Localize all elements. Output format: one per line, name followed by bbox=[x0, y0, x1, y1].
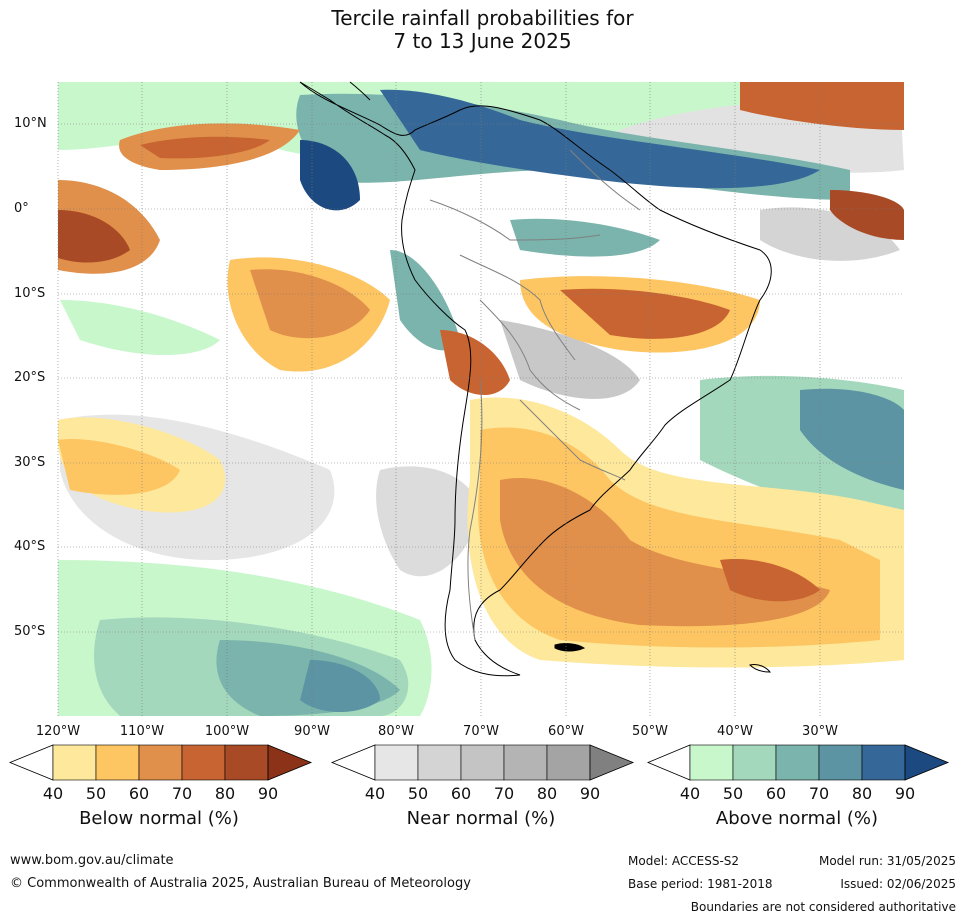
colorbar-tick-label: 70 bbox=[171, 784, 193, 803]
lon-label: 110°W bbox=[119, 724, 165, 739]
near-normal-region bbox=[500, 320, 640, 399]
below-normal-region bbox=[250, 269, 370, 339]
lat-label: 0° bbox=[14, 201, 29, 216]
colorbar-tick-label: 80 bbox=[536, 784, 558, 803]
lat-label: 10°N bbox=[14, 116, 47, 131]
below-normal-region bbox=[440, 330, 510, 395]
coastline bbox=[554, 643, 586, 652]
colorbar-segment bbox=[181, 744, 226, 781]
near-normal-region bbox=[760, 207, 900, 261]
above-normal-region bbox=[300, 660, 380, 712]
colorbar-tick-label: 50 bbox=[407, 784, 429, 803]
colorbar-tick-label: 90 bbox=[579, 784, 601, 803]
footer-model-run: Model run: 31/05/2025 bbox=[818, 854, 956, 868]
colorbar-tick-label: 60 bbox=[450, 784, 472, 803]
lon-label: 60°W bbox=[548, 724, 584, 739]
above-normal-region bbox=[390, 250, 460, 351]
colorbar-segment bbox=[52, 744, 97, 781]
map-title-line-2: 7 to 13 June 2025 bbox=[393, 29, 572, 53]
colorbar-extend-high bbox=[589, 744, 635, 781]
footer-disclaimer: Boundaries are not considered authoritat… bbox=[690, 900, 956, 914]
lat-label: 30°S bbox=[14, 455, 46, 470]
footer-issued: Issued: 02/06/2025 bbox=[840, 877, 956, 891]
colorbar-tick-label: 40 bbox=[679, 784, 701, 803]
colorbar-tick-label: 60 bbox=[128, 784, 150, 803]
below-normal-region bbox=[560, 288, 730, 339]
lat-label: 20°S bbox=[14, 370, 46, 385]
footer-url: www.bom.gov.au/climate bbox=[10, 853, 174, 868]
colorbar-extend-high bbox=[904, 744, 950, 781]
coastline bbox=[349, 81, 371, 101]
colorbar-above-normal bbox=[646, 744, 950, 781]
colorbar-title-above: Above normal (%) bbox=[715, 808, 879, 829]
lon-label: 30°W bbox=[802, 724, 838, 739]
lon-label: 40°W bbox=[717, 724, 753, 739]
map-title-line-1: Tercile rainfall probabilities for bbox=[331, 6, 634, 30]
colorbar-extend-low bbox=[8, 744, 54, 781]
above-normal-region bbox=[510, 218, 660, 257]
lon-label: 70°W bbox=[463, 724, 499, 739]
colorbar-below-normal bbox=[8, 744, 313, 781]
colorbar-tick-label: 40 bbox=[364, 784, 386, 803]
lon-label: 50°W bbox=[632, 724, 668, 739]
colorbar-segment bbox=[689, 744, 734, 781]
lon-label: 90°W bbox=[294, 724, 330, 739]
below-normal-region bbox=[830, 190, 904, 240]
colorbar-tick-label: 80 bbox=[214, 784, 236, 803]
below-normal-region bbox=[720, 559, 820, 602]
above-normal-region bbox=[800, 388, 904, 490]
below-normal-region bbox=[58, 439, 180, 495]
colorbar-segment bbox=[546, 744, 591, 781]
lat-label: 40°S bbox=[14, 539, 46, 554]
colorbar-segment bbox=[732, 744, 777, 781]
colorbar-near-normal bbox=[330, 744, 635, 781]
colorbar-title-below: Below normal (%) bbox=[79, 808, 239, 829]
colorbar-tick-label: 80 bbox=[851, 784, 873, 803]
colorbar-title-near: Near normal (%) bbox=[406, 808, 556, 829]
footer-model: Model: ACCESS-S2 bbox=[628, 854, 740, 868]
colorbar-segment bbox=[374, 744, 419, 781]
colorbar-segment bbox=[818, 744, 863, 781]
colorbar-extend-low bbox=[646, 744, 691, 781]
below-normal-region bbox=[140, 136, 270, 159]
colorbar-segment bbox=[460, 744, 505, 781]
footer-copyright: © Commonwealth of Australia 2025, Austra… bbox=[10, 876, 471, 891]
colorbar-segment bbox=[224, 744, 269, 781]
country-borders bbox=[429, 149, 641, 641]
graticule bbox=[57, 82, 904, 716]
lat-label: 10°S bbox=[14, 286, 46, 301]
colorbar-tick-label: 70 bbox=[493, 784, 515, 803]
coastline bbox=[299, 81, 772, 677]
colorbar-segment bbox=[417, 744, 462, 781]
probability-field bbox=[58, 82, 904, 716]
near-normal-region bbox=[376, 466, 480, 577]
lat-label: 50°S bbox=[14, 624, 46, 639]
colorbar-segment bbox=[95, 744, 140, 781]
lon-label: 100°W bbox=[204, 724, 250, 739]
colorbar-tick-label: 90 bbox=[257, 784, 279, 803]
colorbar-segment bbox=[775, 744, 820, 781]
colorbar-extend-high bbox=[267, 744, 313, 781]
colorbar-tick-label: 40 bbox=[42, 784, 64, 803]
coastline bbox=[749, 664, 772, 673]
colorbar-tick-label: 70 bbox=[808, 784, 830, 803]
above-normal-region bbox=[380, 89, 820, 189]
colorbar-extend-low bbox=[330, 744, 376, 781]
colorbar-segment bbox=[138, 744, 183, 781]
colorbar-segment bbox=[503, 744, 548, 781]
below-normal-region bbox=[58, 210, 130, 263]
above-normal-region bbox=[300, 140, 360, 211]
above-normal-region bbox=[60, 300, 220, 355]
colorbar-tick-label: 90 bbox=[894, 784, 916, 803]
colorbar-segment bbox=[861, 744, 906, 781]
colorbar-tick-label: 50 bbox=[85, 784, 107, 803]
footer-base-period: Base period: 1981-2018 bbox=[628, 877, 773, 891]
colorbar-tick-label: 60 bbox=[765, 784, 787, 803]
colorbar-tick-label: 50 bbox=[722, 784, 744, 803]
lon-label: 120°W bbox=[35, 724, 81, 739]
lon-label: 80°W bbox=[378, 724, 414, 739]
below-normal-region bbox=[740, 82, 904, 130]
